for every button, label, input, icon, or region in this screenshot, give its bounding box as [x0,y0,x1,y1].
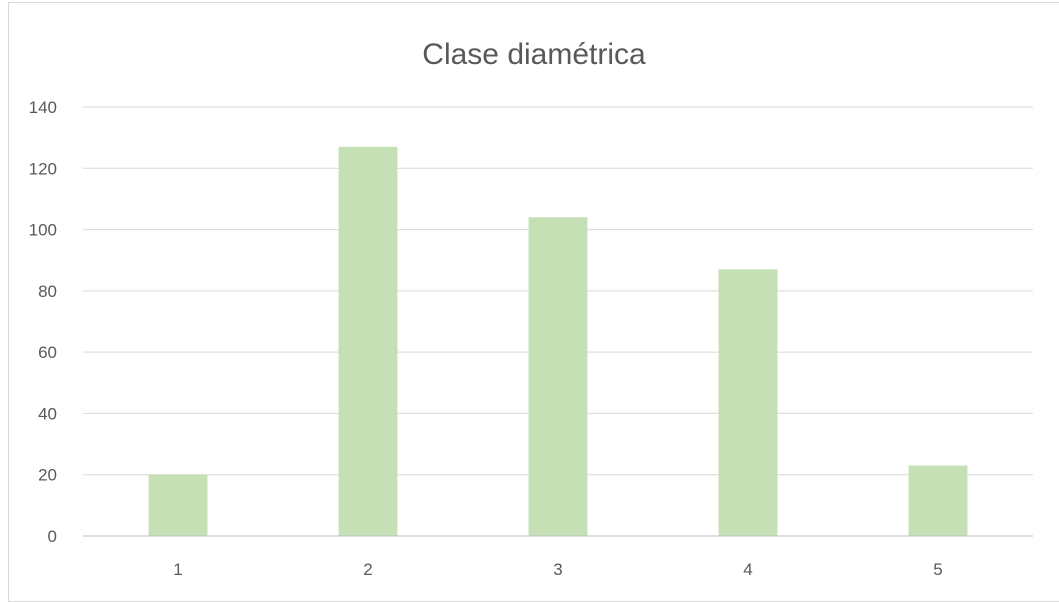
y-tick-label: 100 [29,221,57,240]
x-tick-label: 2 [363,560,372,579]
bar-3 [528,217,588,537]
x-tick-label: 3 [553,560,562,579]
y-tick-label: 40 [38,404,57,423]
y-tick-label: 120 [29,159,57,178]
bar-2 [338,146,398,537]
bar-1 [148,474,208,536]
x-tick-label: 5 [933,560,942,579]
chart-title: Clase diamétrica [422,38,646,71]
y-tick-label: 80 [38,282,57,301]
bar-5 [908,465,968,536]
y-axis-ticks: 0 20 40 60 80 100 120 140 [29,98,57,546]
bar-4 [718,269,778,536]
y-tick-label: 140 [29,98,57,117]
x-tick-label: 4 [743,560,752,579]
x-axis-ticks: 1 2 3 4 5 [173,560,942,579]
y-tick-label: 0 [48,527,57,546]
y-tick-label: 20 [38,466,57,485]
x-tick-label: 1 [173,560,182,579]
y-tick-label: 60 [38,343,57,362]
bars [148,146,968,537]
